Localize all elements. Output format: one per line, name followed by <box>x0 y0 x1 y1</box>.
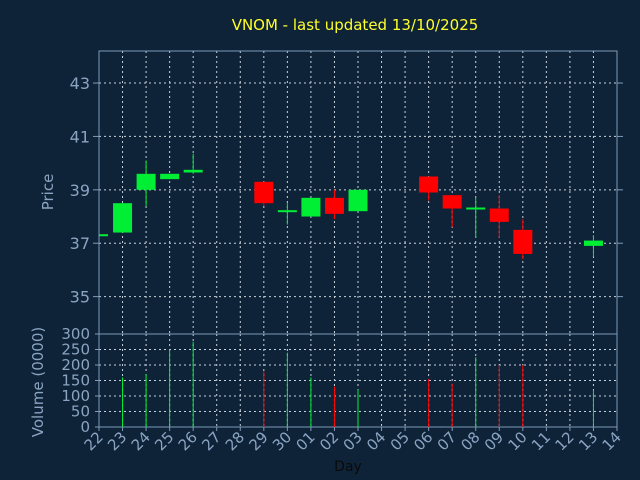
volume-tick-label: 100 <box>61 387 90 405</box>
candle-body <box>301 197 321 217</box>
price-grid <box>99 51 617 334</box>
candles <box>99 153 603 260</box>
price-tick-label: 41 <box>70 127 90 146</box>
candle-body <box>99 234 108 237</box>
price-tick-label: 35 <box>70 288 90 307</box>
candle-body <box>254 181 274 204</box>
volume-tick-label: 0 <box>80 418 90 436</box>
candle-body <box>513 229 533 254</box>
volume-tick-label: 250 <box>61 341 90 359</box>
candle-body <box>136 173 156 190</box>
volume-tick-label: 150 <box>61 372 90 390</box>
price-tick-label: 37 <box>70 234 90 253</box>
candle-body <box>113 203 133 233</box>
candle-body <box>183 169 203 173</box>
volume-bars <box>122 341 594 427</box>
volume-tick-label: 200 <box>61 356 90 374</box>
price-tick-label: 43 <box>70 74 90 93</box>
candle-body <box>324 197 344 214</box>
candle-body <box>419 176 439 193</box>
volume-tick-label: 300 <box>61 325 90 343</box>
candle-body <box>466 207 486 210</box>
chart-title: VNOM - last updated 13/10/2025 <box>232 16 479 34</box>
x-axis-ticks: 2223242526272829300102030405060708091011… <box>81 427 625 454</box>
x-axis-label: Day <box>334 459 362 475</box>
price-axis-ticks: 35 37 39 41 43 <box>70 74 623 307</box>
candle-body <box>160 173 180 180</box>
candle-body <box>348 189 368 212</box>
volume-axis-label: Volume (0000) <box>29 327 47 437</box>
volume-tick-label: 50 <box>71 403 90 421</box>
candle-body <box>489 208 509 222</box>
price-axis-label: Price <box>39 174 57 211</box>
candle-body <box>583 240 603 246</box>
candle-body <box>277 210 297 213</box>
candle-body <box>442 195 462 209</box>
price-tick-label: 39 <box>70 181 90 200</box>
price-panel: 35 37 39 41 43 Price <box>39 50 623 335</box>
